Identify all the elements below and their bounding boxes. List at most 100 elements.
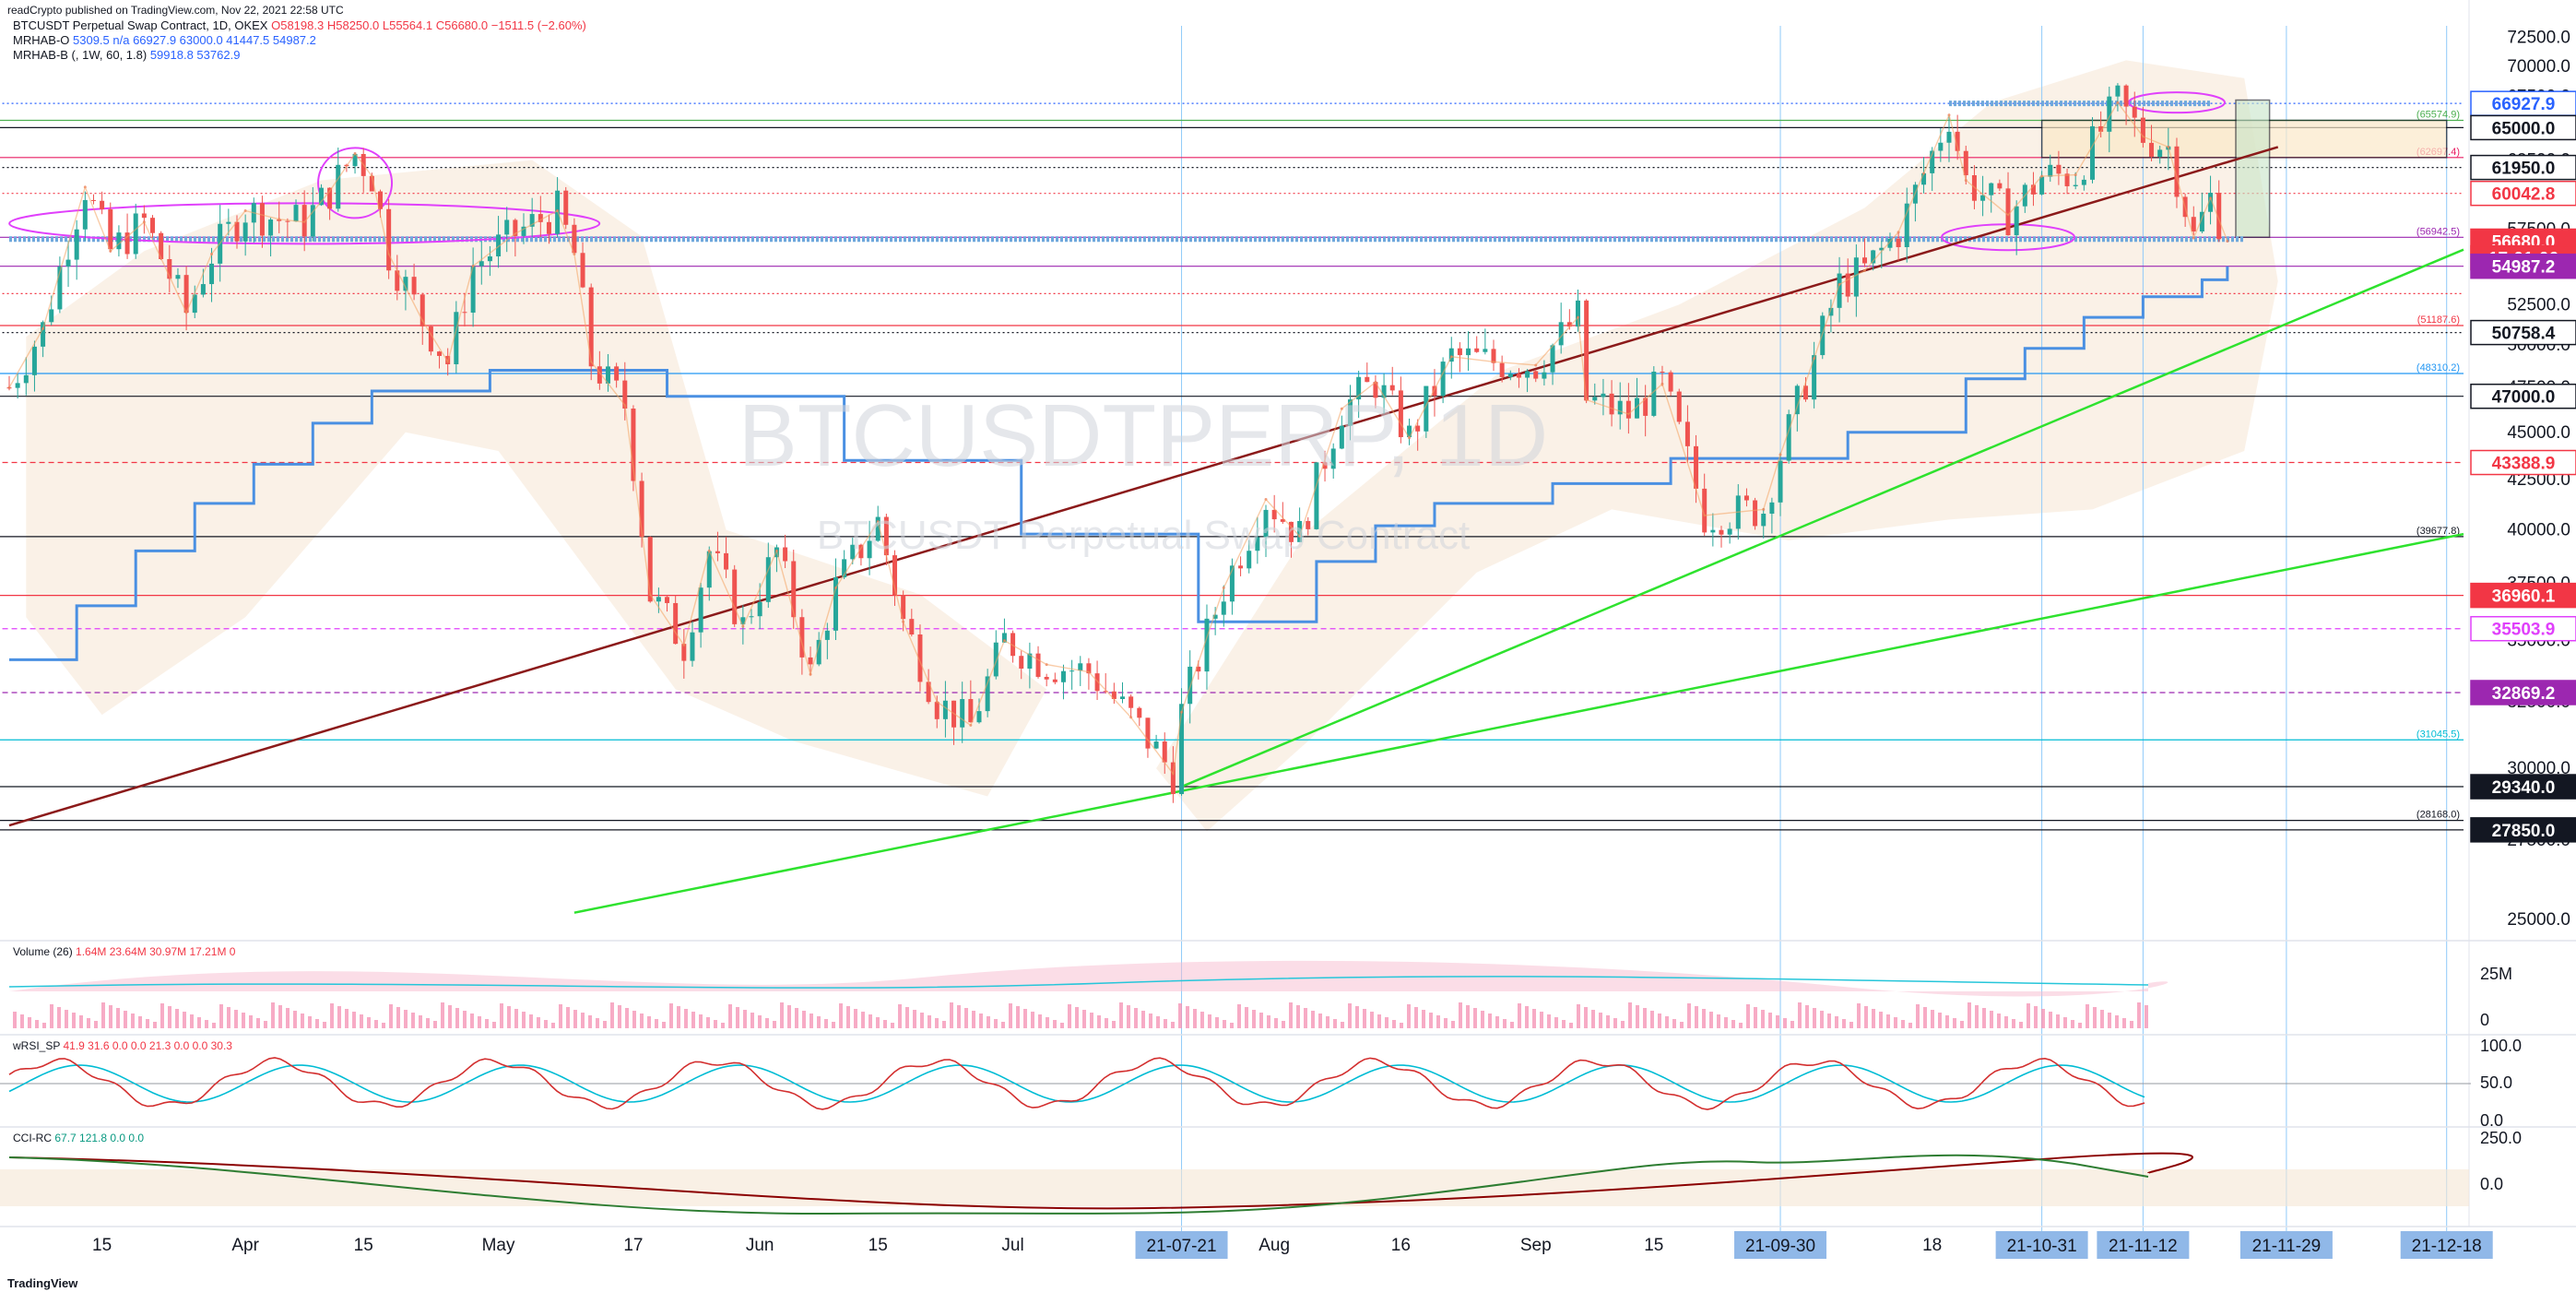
tradingview-logo[interactable]: TradingView [7,1276,77,1290]
candle-body [513,219,518,236]
volume-bar [389,1004,393,1028]
volume-bar [1459,1002,1462,1028]
volume-bar [1009,1003,1012,1028]
date-highlight-label: 21-11-29 [2252,1237,2322,1256]
time-tick-label: Aug [1258,1236,1290,1255]
volume-bar [337,1006,341,1028]
candle-body [470,266,476,313]
volume-legend[interactable]: Volume (26) 1.64M 23.64M 30.97M 17.21M 0 [13,944,235,959]
rsi-legend[interactable]: wRSI_SP 41.9 31.6 0.0 0.0 21.3 0.0 0.0 3… [13,1038,232,1053]
candle-body [74,229,79,260]
candle-body [1660,372,1665,373]
price-badge-label: 29340.0 [2492,778,2556,798]
volume-bar [1805,1005,1809,1028]
candle-body [1153,741,1159,749]
volume-bar [1731,1020,1735,1028]
volume-bar [2049,1012,2052,1028]
candle-body [1483,349,1488,352]
volume-bar [28,1017,31,1028]
candle-body [1001,633,1007,643]
legend-mrhab-b[interactable]: MRHAB-B (, 1W, 60, 1.8) 59918.8 53762.9 [13,48,240,63]
volume-bar [1569,1023,1573,1028]
volume-bar [249,1015,253,1028]
volume-bar [964,1008,968,1028]
legend-mrhab-b-values: 59918.8 53762.9 [149,48,241,62]
cci-legend[interactable]: CCI-RC 67.7 121.8 0.0 0.0 [13,1131,144,1145]
volume-bar [566,1007,570,1028]
volume-bar [1208,1014,1211,1028]
candle-body [57,267,63,310]
date-highlight-box [1734,1231,1827,1259]
candle-body [1255,537,1260,551]
volume-bar [942,1021,946,1028]
volume-bar [1429,1013,1433,1028]
candle-body [1221,601,1226,615]
price-tick-label: 70000.0 [2507,57,2570,77]
price-badge-box [2470,114,2576,141]
volume-bar [1444,1018,1448,1028]
volume-bar [197,1017,201,1028]
volume-bar [839,1003,843,1028]
candle-body [1330,448,1336,469]
volume-bar [138,1016,142,1028]
price-badge-box [2470,90,2576,116]
candle-body [1373,382,1378,398]
candle-body [656,597,661,602]
price-axis: 72500.070000.067500.065000.062500.060000… [2468,0,2576,1227]
price-badge: 50758.4 [2470,319,2576,346]
volume-bar [463,1011,467,1028]
candle-body [698,587,703,633]
date-highlight-box [2400,1231,2493,1259]
volume-bar [1754,1007,1757,1028]
candle-body [1271,509,1277,520]
volume-bar [426,1018,430,1028]
volume-bar [441,1002,444,1028]
volume-bar [94,1021,98,1028]
volume-bar [1518,1003,1521,1028]
volume-bar [537,1017,540,1028]
volume-bar [470,1014,474,1028]
volume-bar [1820,1011,1824,1028]
volume-bar [780,1002,784,1028]
price-envelope-zone [26,160,1047,797]
price-badge-label: 54987.2 [2492,258,2556,278]
candle-body [49,309,54,323]
price-badge: 47000.0 [2470,383,2576,409]
candle-body [1086,663,1092,674]
candle-body [2014,206,2019,236]
candle-body [850,544,856,560]
candle-body [183,275,189,314]
volume-bar [1481,1011,1484,1028]
candle-body [1365,376,1370,383]
volume-bar [979,1014,983,1028]
volume-bar [293,1011,297,1028]
price-tick-label: 25000.0 [2507,910,2570,930]
volume-bar [684,1009,688,1028]
legend-mrhab-o[interactable]: MRHAB-O 5309.5 n/a 66927.9 63000.0 41447… [13,33,316,48]
volume-bar [1289,1002,1293,1028]
volume-bar [1717,1014,1720,1028]
volume-bar [271,1002,275,1028]
time-tick-label: 15 [869,1236,888,1255]
candle-body [1120,696,1126,699]
candle-body [1263,509,1269,538]
volume-bar [1495,1016,1499,1028]
volume-bar [124,1011,127,1028]
date-highlight: 21-07-21 [1135,1231,1228,1259]
level-tag: (31045.5) [2416,729,2460,740]
time-tick-label: 15 [92,1236,112,1255]
volume-bar [1562,1020,1566,1028]
legend-symbol[interactable]: BTCUSDT Perpetual Swap Contract, 1D, OKE… [13,18,268,32]
volume-bar [706,1017,710,1028]
candle-body [529,214,535,227]
volume-bar [2012,1019,2015,1028]
volume-bar [596,1018,599,1028]
candle-body [901,595,906,620]
volume-bar [1252,1010,1256,1028]
candle-body [808,657,813,665]
volume-bar [101,1002,105,1028]
trend-line [8,146,2279,827]
candle-body [1128,696,1134,708]
